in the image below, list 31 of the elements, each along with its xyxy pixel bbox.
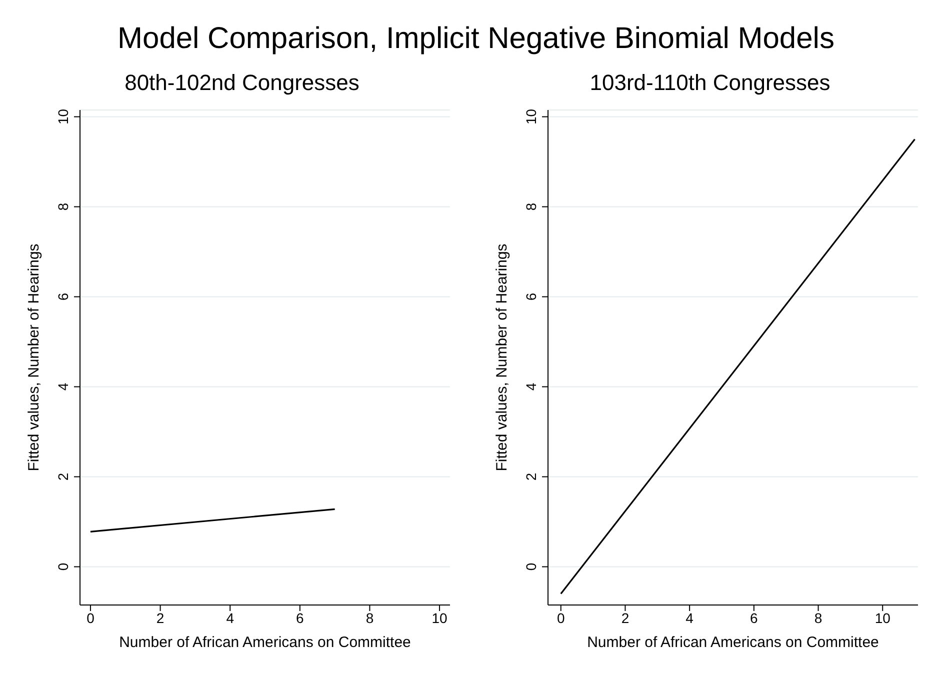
y-tick-label: 6 bbox=[54, 292, 70, 301]
text: Model Comparison, Implicit Negative Binomial Models bbox=[116, 21, 836, 57]
x-tick-label: 4 bbox=[685, 610, 694, 626]
x-tick-label: 4 bbox=[226, 610, 234, 626]
x-tick-label: 2 bbox=[156, 610, 164, 626]
y-tick-label: 4 bbox=[54, 382, 70, 391]
y-tick-label: 0 bbox=[54, 562, 70, 571]
x-tick-label: 10 bbox=[431, 610, 448, 626]
y-axis-title: Fitted values, Number of Hearings bbox=[24, 244, 42, 472]
x-tick-label: 6 bbox=[296, 610, 304, 626]
x-axis-title: Number of African Americans on Committee bbox=[118, 634, 410, 651]
x-tick-label: 10 bbox=[874, 610, 890, 626]
y-tick-label: 10 bbox=[522, 108, 538, 125]
y-axis-title: Fitted values, Number of Hearings bbox=[492, 244, 510, 472]
y-tick-label: 6 bbox=[522, 292, 538, 301]
y-tick-label: 4 bbox=[522, 382, 538, 391]
x-tick-label: 0 bbox=[86, 610, 94, 626]
y-tick-label: 8 bbox=[54, 202, 70, 211]
chart-title: 80th-102nd Congresses bbox=[124, 70, 360, 97]
x-tick-label: 8 bbox=[365, 610, 374, 626]
x-tick-label: 8 bbox=[814, 610, 822, 626]
x-tick-label: 2 bbox=[620, 610, 629, 626]
x-tick-label: 0 bbox=[556, 610, 564, 626]
y-tick-label: 2 bbox=[54, 472, 70, 481]
chart-title: 103rd-110th Congresses bbox=[588, 70, 832, 97]
x-axis-title: Number of African Americans on Committee bbox=[586, 634, 878, 651]
x-tick-label: 6 bbox=[750, 610, 758, 626]
y-tick-label: 8 bbox=[522, 202, 538, 211]
y-tick-label: 2 bbox=[522, 472, 538, 481]
y-tick-label: 10 bbox=[54, 108, 70, 125]
y-tick-label: 0 bbox=[522, 562, 538, 571]
